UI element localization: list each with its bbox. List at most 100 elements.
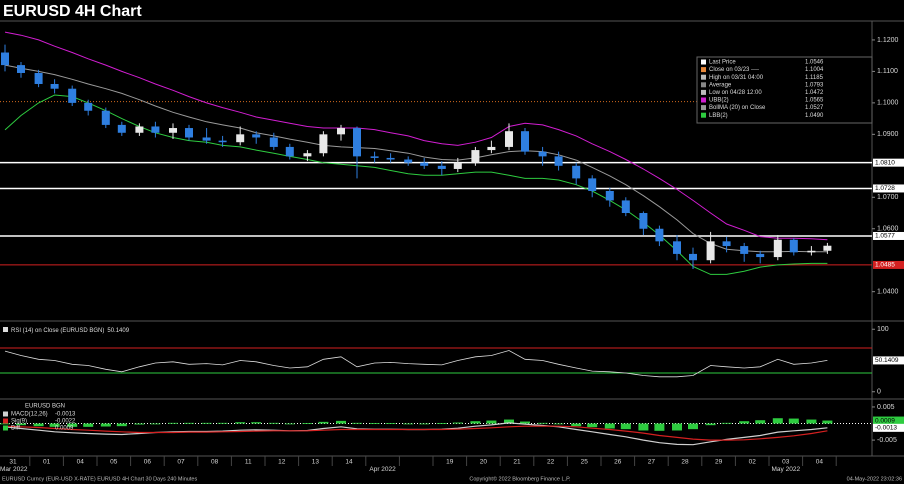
candle-body — [1, 52, 9, 66]
x-tick-label: 01 — [43, 459, 51, 466]
macd-legend-name: Sig(9) — [11, 419, 27, 425]
macd-line — [4, 425, 828, 441]
y-tick-label: 0 — [877, 389, 881, 396]
diff-bar — [721, 422, 732, 424]
legend-swatch — [701, 59, 706, 65]
price-tag-label: 1.0728 — [875, 185, 895, 192]
diff-bar — [587, 423, 598, 428]
y-tick-label: 1.0400 — [877, 289, 899, 296]
x-tick-label: 06 — [144, 459, 152, 466]
candle-body — [169, 128, 177, 133]
x-tick-label: 19 — [446, 459, 454, 466]
candle-body — [722, 241, 731, 247]
legend-swatch — [701, 74, 706, 80]
legend-label: Close on 03/23 ---- — [709, 67, 759, 73]
candle-body — [588, 178, 597, 191]
diff-bar — [201, 422, 212, 424]
candle-body — [185, 128, 193, 138]
diff-bar — [369, 423, 380, 424]
month-label: Mar 2022 — [0, 466, 28, 473]
footer-center: Copyright© 2022 Bloomberg Finance L.P. — [469, 475, 571, 482]
x-tick-label: 21 — [513, 459, 521, 466]
candle-body — [740, 246, 749, 254]
legend-value: 1.1185 — [805, 75, 824, 81]
candle-body — [404, 159, 413, 163]
price-tag-label: 1.0810 — [875, 159, 895, 166]
diff-bar — [806, 419, 817, 424]
x-tick-label: 20 — [480, 459, 488, 466]
candle-body — [437, 165, 446, 169]
legend-label: Low on 04/28 12:00 — [709, 90, 762, 96]
diff-bar — [452, 422, 463, 424]
diff-bar — [470, 421, 481, 424]
month-label: Apr 2022 — [369, 466, 396, 473]
legend-value: 1.0527 — [805, 105, 824, 111]
macd-subtitle: EURUSD BGN — [25, 404, 65, 410]
y-tick-label: 100 — [877, 326, 889, 333]
legend-swatch — [3, 327, 8, 332]
candle-body — [823, 245, 832, 251]
candle-body — [471, 150, 480, 163]
diff-bar — [620, 423, 631, 430]
legend-swatch — [3, 418, 8, 424]
legend-value: 1.0565 — [805, 98, 824, 104]
y-tick-label: 1.0900 — [877, 131, 899, 138]
candle-body — [101, 110, 110, 125]
diff-bar — [553, 423, 564, 425]
diff-bar — [537, 422, 548, 424]
legend-label: Average — [709, 82, 732, 88]
diff-bar — [739, 421, 750, 424]
footer-right: 04-May-2022 23:02:36 — [847, 476, 902, 482]
candle-body — [505, 131, 513, 147]
x-tick-label: 25 — [581, 459, 589, 466]
diff-bar — [217, 422, 228, 424]
x-tick-label: 29 — [715, 459, 723, 466]
diff-bar — [688, 423, 698, 430]
legend-label: BollMA (20) on Close — [709, 105, 766, 111]
diff-bar — [385, 423, 396, 424]
macd-legend-value: 0.0009 — [55, 426, 74, 432]
diff-bar — [772, 418, 783, 424]
candle-body — [202, 137, 211, 141]
candle-body — [655, 228, 664, 242]
price-tag-label: 1.0577 — [875, 233, 895, 240]
rsi-legend-value: 50.1409 — [107, 328, 129, 334]
x-tick-label: 04 — [77, 459, 85, 466]
diff-bar — [336, 420, 346, 424]
diff-bar — [705, 423, 716, 426]
candle-body — [789, 239, 798, 253]
diff-bar — [638, 423, 649, 431]
candle-body — [538, 151, 547, 157]
price-tag — [873, 416, 904, 425]
diff-bar — [352, 422, 362, 424]
x-tick-label: 05 — [110, 459, 118, 466]
rsi-legend-name: RSI (14) on Close (EURUSD BGN) — [11, 328, 104, 334]
candle-body — [84, 102, 93, 111]
diff-bar — [822, 420, 833, 424]
price-tag-label: 1.0485 — [875, 262, 895, 269]
candle-body — [554, 156, 563, 166]
legend-swatch — [701, 89, 706, 95]
price-tag — [873, 184, 904, 193]
candle-body — [420, 162, 429, 166]
macd-legend-value: -0.0022 — [55, 419, 76, 425]
candle-body — [487, 146, 496, 151]
diff-bar — [116, 423, 127, 427]
candle-body — [218, 140, 227, 143]
candle-body — [639, 213, 648, 229]
candle-body — [621, 200, 630, 214]
candle-body — [151, 126, 160, 133]
y-tick-label: 1.0600 — [877, 226, 899, 233]
candle-body — [252, 134, 261, 138]
diff-bar — [520, 421, 530, 424]
diff-bar — [755, 420, 766, 424]
diff-bar — [134, 423, 145, 425]
price-tag — [873, 356, 904, 365]
macd-legend-name: Diff — [11, 426, 20, 432]
candle-body — [807, 250, 816, 253]
x-tick-label: 28 — [681, 459, 689, 466]
price-tag — [873, 260, 904, 269]
candle-body — [50, 83, 59, 89]
diff-bar — [419, 423, 430, 425]
